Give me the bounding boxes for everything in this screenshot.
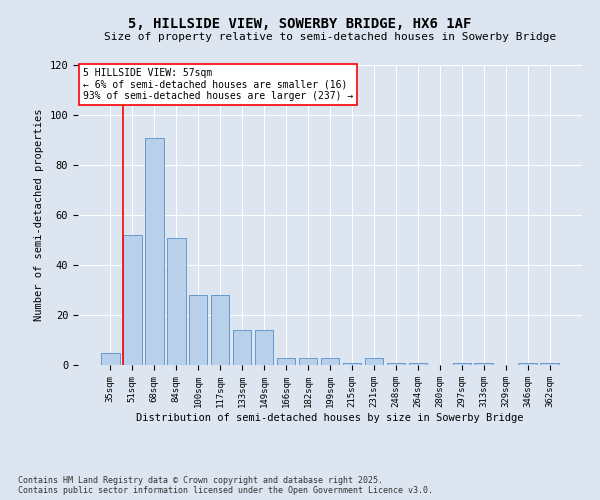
Bar <box>167 238 185 365</box>
Bar <box>320 358 340 365</box>
Bar <box>386 362 405 365</box>
Bar <box>541 362 559 365</box>
Text: 5 HILLSIDE VIEW: 57sqm
← 6% of semi-detached houses are smaller (16)
93% of semi: 5 HILLSIDE VIEW: 57sqm ← 6% of semi-deta… <box>83 68 353 101</box>
Bar <box>123 235 142 365</box>
X-axis label: Distribution of semi-detached houses by size in Sowerby Bridge: Distribution of semi-detached houses by … <box>136 412 524 422</box>
Bar <box>452 362 471 365</box>
Bar <box>211 295 229 365</box>
Text: 5, HILLSIDE VIEW, SOWERBY BRIDGE, HX6 1AF: 5, HILLSIDE VIEW, SOWERBY BRIDGE, HX6 1A… <box>128 18 472 32</box>
Text: Contains HM Land Registry data © Crown copyright and database right 2025.
Contai: Contains HM Land Registry data © Crown c… <box>18 476 433 495</box>
Bar <box>101 352 119 365</box>
Bar <box>299 358 317 365</box>
Y-axis label: Number of semi-detached properties: Number of semi-detached properties <box>34 109 44 322</box>
Bar <box>365 358 383 365</box>
Bar <box>145 138 164 365</box>
Bar <box>189 295 208 365</box>
Bar <box>277 358 295 365</box>
Bar <box>255 330 274 365</box>
Bar <box>409 362 427 365</box>
Title: Size of property relative to semi-detached houses in Sowerby Bridge: Size of property relative to semi-detach… <box>104 32 556 42</box>
Bar <box>233 330 251 365</box>
Bar <box>518 362 537 365</box>
Bar <box>343 362 361 365</box>
Bar <box>475 362 493 365</box>
